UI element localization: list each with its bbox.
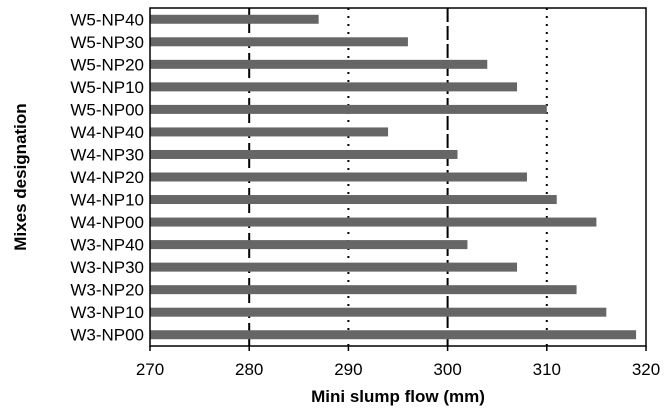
bar — [150, 262, 518, 272]
plot-frame — [149, 7, 647, 347]
bar — [150, 127, 389, 137]
x-tick-label: 290 — [334, 360, 362, 379]
bar — [150, 37, 408, 47]
y-tick-label: W5-NP40 — [70, 10, 144, 29]
bar — [150, 307, 607, 317]
y-tick-label: W5-NP20 — [70, 55, 144, 74]
x-axis-title: Mini slump flow (mm) — [311, 387, 485, 406]
y-tick-label: W4-NP40 — [70, 123, 144, 142]
bar — [150, 217, 597, 227]
y-axis-title: Mixes designation — [11, 103, 30, 250]
y-tick-label: W3-NP10 — [70, 303, 144, 322]
bar — [150, 172, 527, 182]
y-tick-label: W3-NP20 — [70, 281, 144, 300]
x-tick-label: 320 — [632, 360, 660, 379]
y-tick-label: W4-NP10 — [70, 191, 144, 210]
x-tick-label: 310 — [533, 360, 561, 379]
bar — [150, 240, 468, 250]
x-tick-label: 270 — [136, 360, 164, 379]
bar — [150, 285, 577, 295]
bar — [150, 14, 319, 24]
y-tick-label: W4-NP30 — [70, 145, 144, 164]
bar — [150, 195, 557, 205]
bar — [150, 82, 518, 92]
bars — [150, 14, 637, 340]
y-tick-label: W5-NP30 — [70, 33, 144, 52]
y-tick-label: W5-NP10 — [70, 78, 144, 97]
bar — [150, 149, 458, 159]
y-tick-label: W3-NP40 — [70, 236, 144, 255]
bar — [150, 59, 488, 69]
y-tick-label: W4-NP00 — [70, 213, 144, 232]
y-tick-label: W3-NP00 — [70, 326, 144, 345]
y-tick-label: W4-NP20 — [70, 168, 144, 187]
x-tick-labels: 270 280 290 300 310 320 — [136, 346, 660, 379]
x-tick-label: 280 — [235, 360, 263, 379]
y-tick-label: W3-NP30 — [70, 258, 144, 277]
y-tick-label: W5-NP00 — [70, 100, 144, 119]
y-tick-labels: W5-NP40 W5-NP30 W5-NP20 W5-NP10 W5-NP00 W4-NP… — [70, 10, 144, 344]
x-tick-label: 300 — [433, 360, 461, 379]
bar — [150, 330, 637, 340]
bar — [150, 104, 547, 114]
